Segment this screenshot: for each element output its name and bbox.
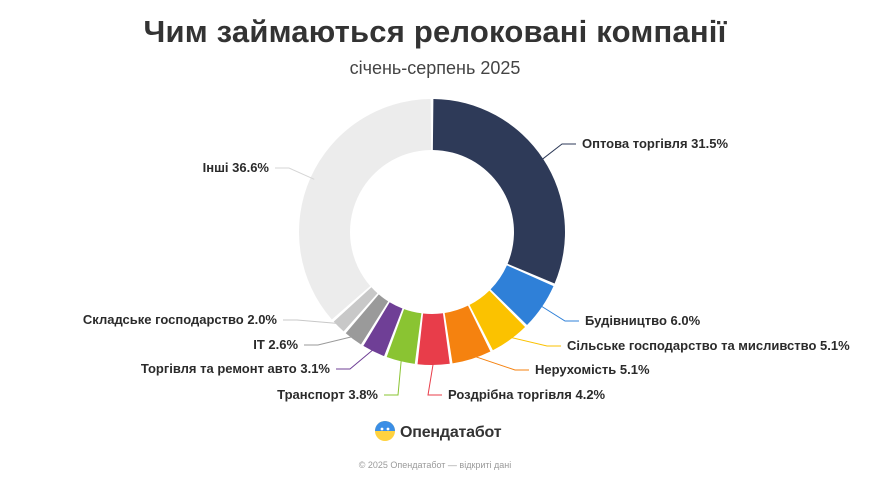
slice-3 bbox=[469, 290, 526, 351]
slice-7 bbox=[363, 302, 403, 357]
donut-slices bbox=[298, 99, 565, 365]
slice-label-2: Будівництво 6.0% bbox=[585, 313, 701, 328]
leader-line-8 bbox=[304, 335, 356, 346]
slice-2 bbox=[490, 265, 554, 326]
slice-label-1: Оптова торгівля 31.5% bbox=[582, 136, 728, 151]
slice-label-5: Роздрібна торгівля 4.2% bbox=[448, 387, 606, 402]
leader-line-4 bbox=[470, 354, 529, 371]
leader-line-5 bbox=[427, 360, 442, 396]
slice-1 bbox=[432, 99, 565, 284]
slice-6 bbox=[386, 309, 422, 364]
opendatabot-logo: Опендатабот bbox=[374, 420, 502, 447]
leader-line-1 bbox=[539, 143, 576, 162]
slice-4 bbox=[444, 305, 491, 364]
opendatabot-logo-icon bbox=[374, 420, 396, 447]
slice-label-8: IT 2.6% bbox=[253, 337, 298, 352]
slice-label-10: Інші 36.6% bbox=[203, 160, 270, 175]
leader-line-7 bbox=[336, 347, 376, 370]
slice-9 bbox=[333, 287, 378, 332]
slice-label-9: Складське господарство 2.0% bbox=[83, 312, 278, 327]
slice-8 bbox=[345, 294, 389, 345]
chart-subtitle: січень-серпень 2025 bbox=[349, 58, 521, 78]
copyright-text: © 2025 Опендатабот — відкриті дані bbox=[358, 460, 512, 470]
leader-line-10 bbox=[275, 167, 315, 180]
slice-label-6: Транспорт 3.8% bbox=[277, 387, 378, 402]
chart-title: Чим займаються релоковані компанії bbox=[143, 14, 727, 49]
leader-line-3 bbox=[507, 336, 561, 347]
slice-label-7: Торгівля та ремонт авто 3.1% bbox=[141, 361, 331, 376]
leader-line-2 bbox=[538, 304, 579, 322]
slice-10 bbox=[298, 99, 432, 320]
leader-lines bbox=[275, 143, 579, 396]
slice-5 bbox=[417, 313, 450, 365]
leader-line-6 bbox=[384, 357, 402, 396]
leader-line-9 bbox=[283, 319, 342, 325]
slice-label-3: Сільське господарство та мисливство 5.1% bbox=[567, 338, 850, 353]
slice-labels: Оптова торгівля 31.5% Будівництво 6.0% Сіл… bbox=[83, 136, 850, 402]
logo-text: Опендатабот bbox=[400, 424, 502, 441]
slice-label-4: Нерухомість 5.1% bbox=[535, 362, 650, 377]
